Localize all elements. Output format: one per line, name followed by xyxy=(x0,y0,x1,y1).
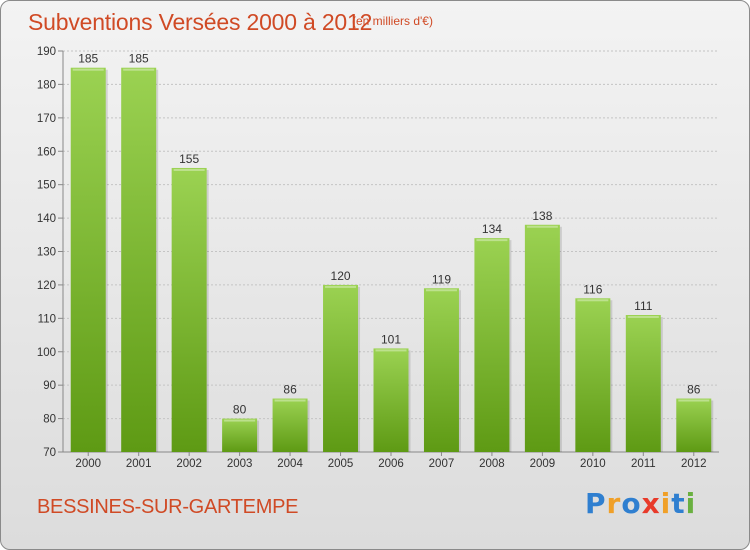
y-tick-label: 170 xyxy=(37,113,56,125)
bar xyxy=(625,314,661,452)
x-tick-label: 2010 xyxy=(580,458,606,470)
bar xyxy=(323,284,359,452)
data-label: 116 xyxy=(583,282,602,296)
bar-highlight xyxy=(476,239,508,242)
y-tick-label: 150 xyxy=(37,180,56,192)
x-tick-label: 2011 xyxy=(631,458,656,470)
y-tick-label: 100 xyxy=(37,347,56,359)
bar-highlight xyxy=(123,68,155,71)
data-label: 155 xyxy=(179,152,199,166)
bar xyxy=(423,288,459,452)
y-tick-label: 70 xyxy=(43,447,56,459)
y-tick-label: 190 xyxy=(37,46,56,58)
bar-highlight xyxy=(173,168,205,171)
bar-highlight xyxy=(375,349,407,352)
x-tick-label: 2000 xyxy=(75,458,101,470)
bar-highlight xyxy=(627,315,659,318)
x-tick-label: 2003 xyxy=(227,458,253,470)
bar xyxy=(171,167,207,453)
y-tick-label: 110 xyxy=(38,313,56,325)
data-label: 111 xyxy=(634,299,653,313)
bar-highlight xyxy=(72,68,104,71)
bar xyxy=(676,398,712,452)
data-label: 86 xyxy=(283,383,297,397)
logo-letter: r xyxy=(606,487,622,520)
y-tick-label: 130 xyxy=(37,247,56,259)
bar-highlight xyxy=(274,399,306,402)
x-tick-label: 2006 xyxy=(378,458,404,470)
data-label: 134 xyxy=(482,222,502,236)
y-tick-label: 140 xyxy=(37,213,56,225)
x-tick-label: 2008 xyxy=(479,458,505,470)
data-label: 119 xyxy=(432,272,451,286)
x-tick-label: 2005 xyxy=(328,458,354,470)
x-tick-label: 2004 xyxy=(277,458,303,470)
x-tick-label: 2012 xyxy=(681,458,707,470)
data-label: 86 xyxy=(687,383,701,397)
proxiti-logo: Proxiti xyxy=(585,487,696,520)
bar-highlight xyxy=(577,299,609,302)
logo-letter: x xyxy=(641,487,661,520)
y-tick-label: 160 xyxy=(37,146,56,158)
data-label: 185 xyxy=(129,52,149,66)
bar xyxy=(575,298,611,452)
data-label: 138 xyxy=(532,209,552,223)
bar-highlight xyxy=(678,399,710,402)
x-tick-label: 2001 xyxy=(126,458,152,470)
y-tick-label: 80 xyxy=(43,414,56,426)
data-label: 101 xyxy=(381,332,401,346)
y-tick-label: 120 xyxy=(37,280,56,292)
bar-highlight xyxy=(425,289,457,292)
y-tick-label: 180 xyxy=(37,79,56,91)
bar xyxy=(474,238,510,452)
x-tick-label: 2002 xyxy=(176,458,202,470)
chart-title: Subventions Versées 2000 à 2012 xyxy=(28,9,373,35)
commune-name: BESSINES-SUR-GARTEMPE xyxy=(37,496,299,518)
bar xyxy=(121,67,157,452)
bar-highlight xyxy=(526,225,558,228)
logo-letter: o xyxy=(621,487,642,520)
logo-letter: P xyxy=(585,487,607,520)
logo-letter: i xyxy=(685,487,697,520)
data-label: 80 xyxy=(233,403,247,417)
chart-subtitle: (en milliers d'€) xyxy=(352,14,433,28)
logo-letter: i xyxy=(660,487,672,520)
x-tick-label: 2009 xyxy=(530,458,556,470)
bar xyxy=(70,67,106,452)
data-label: 120 xyxy=(331,269,351,283)
bar xyxy=(272,398,308,452)
bar-highlight xyxy=(224,419,256,422)
bar xyxy=(373,348,409,452)
logo-letter: t xyxy=(671,487,686,520)
y-tick-label: 90 xyxy=(43,380,56,392)
x-tick-label: 2007 xyxy=(429,458,455,470)
data-label: 185 xyxy=(78,52,98,66)
bar-highlight xyxy=(325,285,357,288)
bar xyxy=(524,224,560,452)
bar xyxy=(222,418,258,452)
